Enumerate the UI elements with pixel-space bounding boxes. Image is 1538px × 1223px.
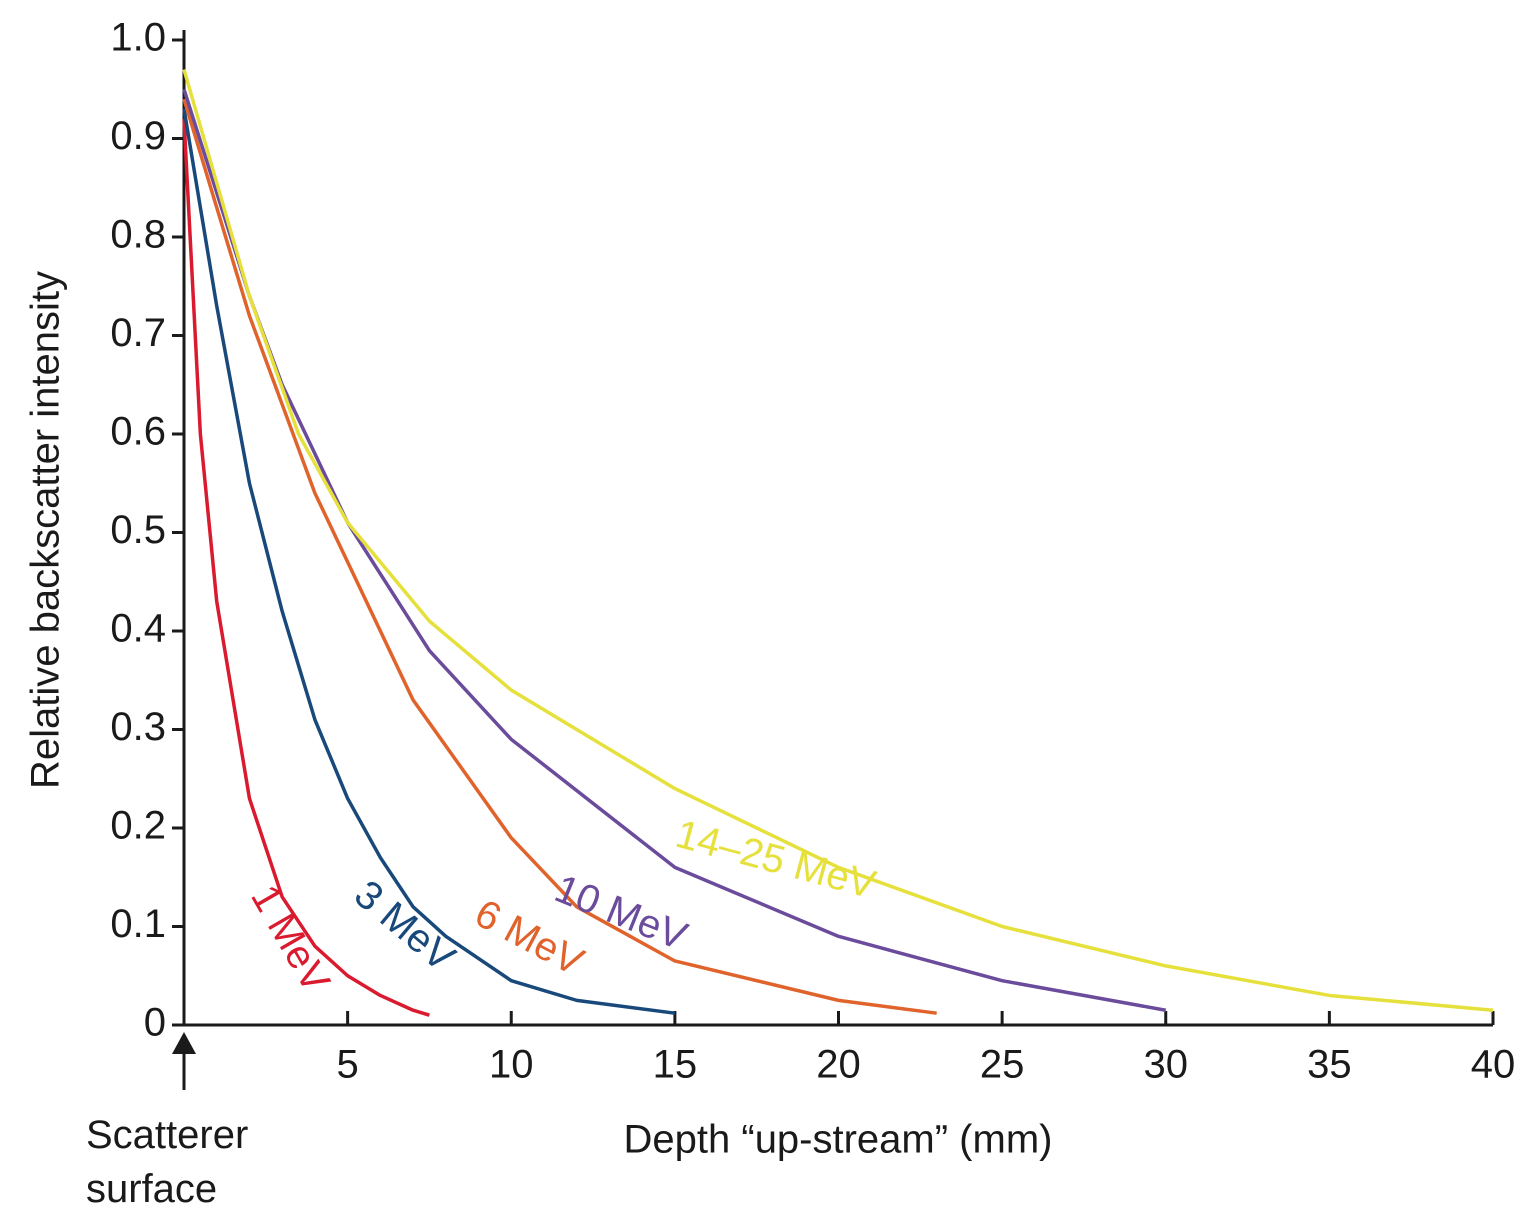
x-tick-label: 5 <box>337 1043 359 1087</box>
x-tick-label: 40 <box>1471 1043 1516 1087</box>
y-tick-label: 0.4 <box>110 607 166 651</box>
y-tick-label: 0.3 <box>110 705 166 749</box>
x-tick-label: 20 <box>816 1043 861 1087</box>
x-tick-label: 15 <box>653 1043 698 1087</box>
series-label: 1 MeV <box>242 878 338 1000</box>
y-tick-label: 0.8 <box>110 213 166 257</box>
y-tick-label: 0 <box>144 1001 166 1045</box>
x-tick-label: 30 <box>1144 1043 1189 1087</box>
series-label: 14–25 MeV <box>671 812 880 908</box>
x-axis-label: Depth “up-stream” (mm) <box>624 1118 1053 1162</box>
surface-annotation: Scatterer surface <box>86 1113 249 1211</box>
line <box>182 88 1167 1012</box>
line <box>182 69 1494 1012</box>
y-tick-label: 0.1 <box>110 902 166 946</box>
line <box>182 108 676 1015</box>
x-tick-label: 35 <box>1307 1043 1352 1087</box>
y-tick-label: 1.0 <box>110 16 166 60</box>
x-tick-label: 10 <box>489 1043 534 1087</box>
series-label: 3 MeV <box>346 872 463 980</box>
line <box>182 118 430 1017</box>
surface-arrow <box>172 1032 196 1054</box>
y-tick-label: 0.6 <box>110 410 166 454</box>
y-tick-label: 0.5 <box>110 508 166 552</box>
y-axis-label: Relative backscatter intensity <box>24 271 68 789</box>
y-tick-label: 0.2 <box>110 804 166 848</box>
line <box>182 98 937 1015</box>
x-tick-label: 25 <box>980 1043 1025 1087</box>
y-tick-label: 0.9 <box>110 114 166 158</box>
y-tick-label: 0.7 <box>110 311 166 355</box>
